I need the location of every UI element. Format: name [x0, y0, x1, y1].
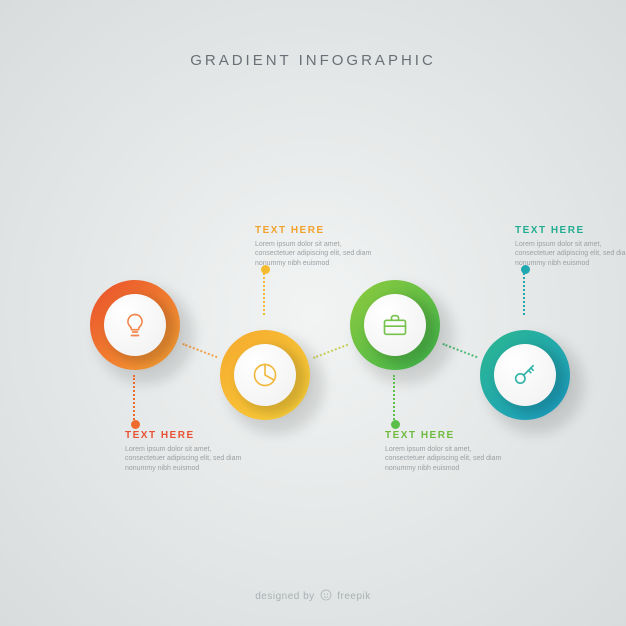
text-block-bulb: TEXT HERE Lorem ipsum dolor sit amet, con… — [125, 430, 245, 473]
footer-credit: designed by freepik — [0, 589, 626, 602]
text-heading: TEXT HERE — [125, 430, 245, 441]
freepik-logo-icon — [320, 589, 332, 601]
node-key — [480, 330, 570, 420]
text-body: Lorem ipsum dolor sit amet, consectetuer… — [515, 240, 626, 268]
text-heading: TEXT HERE — [385, 430, 505, 441]
node-bulb — [90, 280, 180, 370]
text-body: Lorem ipsum dolor sit amet, consectetuer… — [385, 445, 505, 473]
node-pie — [220, 330, 310, 420]
text-heading: TEXT HERE — [255, 225, 375, 236]
footer-prefix: designed by — [255, 591, 314, 602]
connector-dot — [391, 420, 400, 429]
connector-dot — [131, 420, 140, 429]
text-block-key: TEXT HERE Lorem ipsum dolor sit amet, con… — [515, 225, 626, 268]
text-connector — [523, 270, 525, 315]
text-heading: TEXT HERE — [515, 225, 626, 236]
key-icon — [494, 344, 556, 406]
pie-icon — [234, 344, 296, 406]
node-briefcase — [350, 280, 440, 370]
text-body: Lorem ipsum dolor sit amet, consectetuer… — [125, 445, 245, 473]
infographic-stage: TEXT HERE Lorem ipsum dolor sit amet, con… — [0, 0, 626, 626]
text-block-briefcase: TEXT HERE Lorem ipsum dolor sit amet, con… — [385, 430, 505, 473]
text-connector — [263, 270, 265, 315]
text-connector — [393, 375, 395, 420]
text-block-pie: TEXT HERE Lorem ipsum dolor sit amet, con… — [255, 225, 375, 268]
briefcase-icon — [364, 294, 426, 356]
text-body: Lorem ipsum dolor sit amet, consectetuer… — [255, 240, 375, 268]
bulb-icon — [104, 294, 166, 356]
connector — [313, 343, 349, 358]
text-connector — [133, 375, 135, 420]
footer-brand: freepik — [337, 591, 371, 602]
